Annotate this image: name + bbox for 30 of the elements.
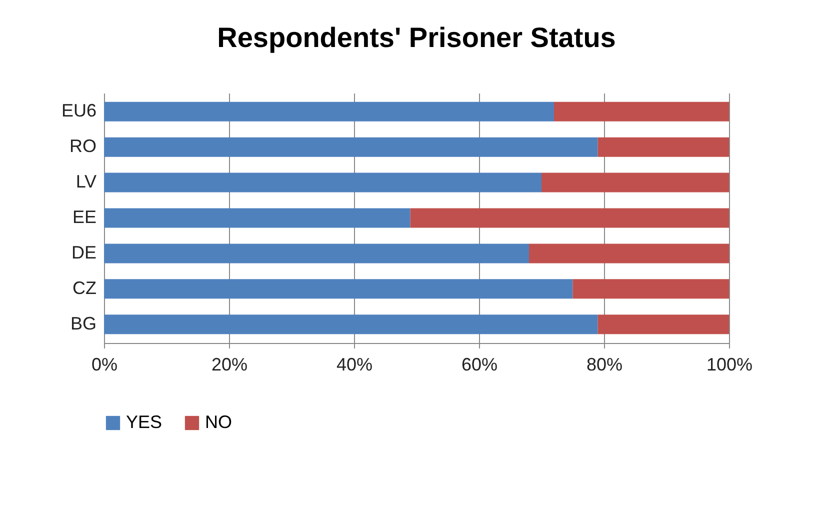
bar [104,314,598,334]
y-tick-label: EE [72,207,96,227]
bar [554,102,729,122]
y-tick-label: CZ [72,278,96,298]
bar [598,314,729,334]
bar [104,172,542,192]
y-tick-label: RO [70,136,96,156]
x-tick-label: 40% [336,354,373,374]
bar [104,279,573,299]
bar [104,137,598,157]
y-tick-label: DE [71,242,96,262]
x-tick-label: 0% [91,354,118,374]
x-tick-label: 60% [461,354,498,374]
y-tick-label: EU6 [61,100,96,121]
x-tick-label: 80% [586,354,623,374]
bar [104,244,529,264]
bar [104,102,554,122]
bar [410,208,729,228]
chart-title: Respondents' Prisoner Status [217,22,616,53]
bar [598,137,729,157]
y-tick-label: LV [76,172,96,192]
bar [542,172,729,192]
x-tick-label: 100% [706,354,753,374]
y-tick-label: BG [70,313,96,334]
x-tick-label: 20% [211,354,248,374]
legend-label: YES [126,412,162,432]
bar [529,244,729,264]
legend-label: NO [205,412,232,432]
bar [572,279,729,299]
bar [104,208,410,228]
